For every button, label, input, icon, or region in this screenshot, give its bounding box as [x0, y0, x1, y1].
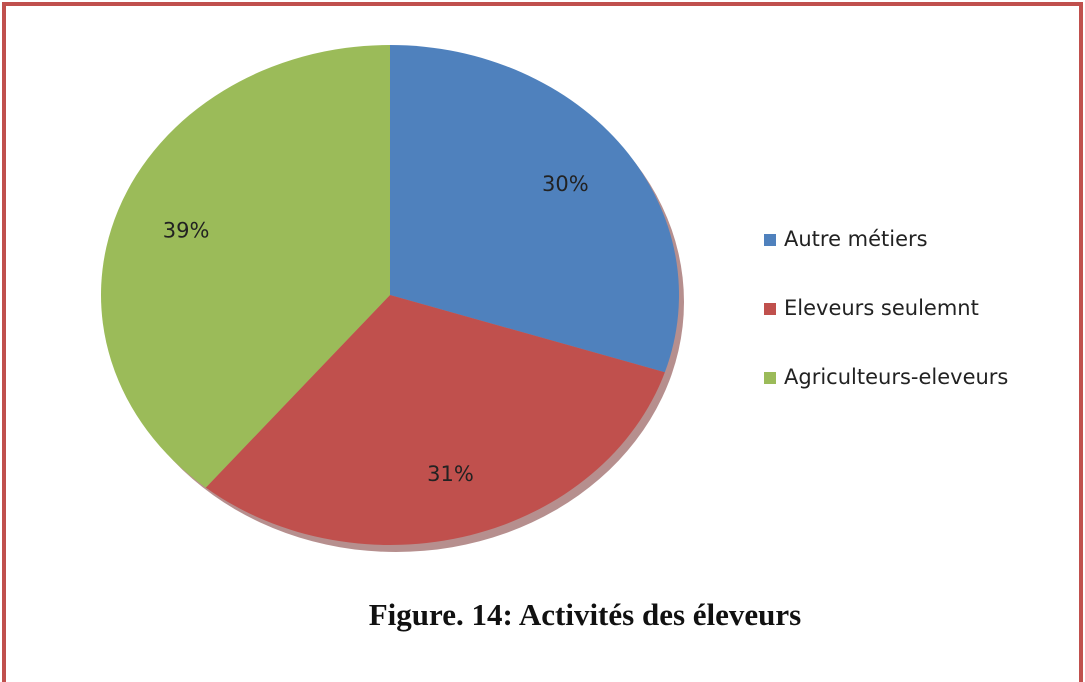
pie-slice [205, 295, 665, 545]
data-label: 30% [542, 172, 589, 196]
data-label: 31% [427, 462, 474, 486]
legend-label: Eleveurs seulemnt [784, 296, 979, 320]
legend-swatch [764, 372, 776, 384]
legend-label: Agriculteurs-eleveurs [784, 365, 1008, 389]
legend-swatch [764, 234, 776, 246]
legend-label: Autre métiers [784, 227, 928, 251]
legend-swatch [764, 303, 776, 315]
chart-title: Figure. 14: Activités des éleveurs [369, 597, 801, 632]
pie-slice [390, 45, 679, 373]
pie-slice [101, 44, 391, 488]
data-label: 39% [163, 218, 210, 242]
